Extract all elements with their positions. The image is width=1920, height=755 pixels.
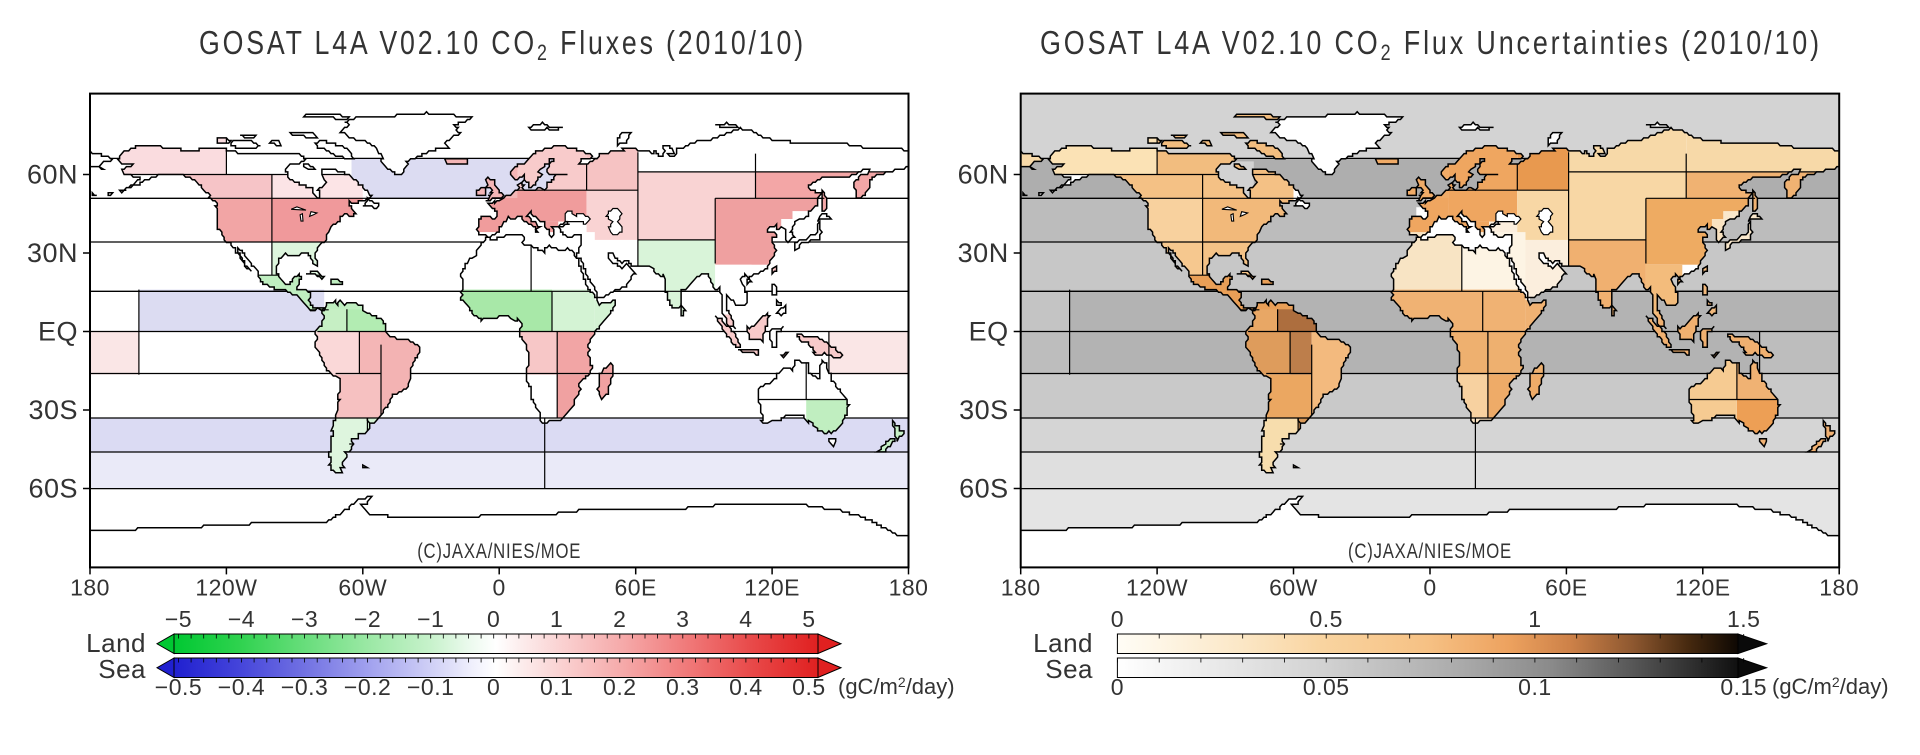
svg-text:0.1: 0.1: [540, 674, 573, 700]
svg-text:180: 180: [1001, 574, 1041, 600]
svg-text:120W: 120W: [195, 574, 257, 600]
svg-text:0.4: 0.4: [729, 674, 762, 700]
svg-text:−3: −3: [291, 606, 318, 632]
svg-text:1: 1: [550, 606, 563, 632]
svg-text:1: 1: [1528, 606, 1541, 632]
svg-text:0.3: 0.3: [666, 674, 699, 700]
svg-text:3: 3: [676, 606, 689, 632]
svg-text:180: 180: [889, 574, 929, 600]
svg-text:0.05: 0.05: [1303, 674, 1350, 700]
svg-text:GOSAT L4A V02.10 CO2 Fluxes (2: GOSAT L4A V02.10 CO2 Fluxes (2010/10): [199, 25, 806, 65]
svg-text:0.5: 0.5: [1309, 606, 1342, 632]
svg-text:5: 5: [802, 606, 815, 632]
svg-text:(gC/m2/day): (gC/m2/day): [838, 674, 955, 699]
svg-text:Land: Land: [1033, 628, 1093, 658]
svg-text:120E: 120E: [744, 574, 800, 600]
svg-text:Land: Land: [86, 628, 146, 658]
svg-text:60E: 60E: [1545, 574, 1587, 600]
svg-text:60E: 60E: [614, 574, 656, 600]
svg-text:60W: 60W: [1269, 574, 1318, 600]
svg-text:0: 0: [487, 606, 500, 632]
svg-text:−0.5: −0.5: [155, 674, 202, 700]
svg-text:180: 180: [1819, 574, 1859, 600]
svg-text:30N: 30N: [958, 238, 1009, 268]
svg-text:EQ: EQ: [969, 317, 1009, 347]
svg-text:(C)JAXA/NIES/MOE: (C)JAXA/NIES/MOE: [1348, 540, 1512, 563]
svg-text:60S: 60S: [959, 474, 1009, 504]
svg-text:GOSAT L4A V02.10 CO2 Flux Unce: GOSAT L4A V02.10 CO2 Flux Uncertainties …: [1040, 26, 1822, 66]
svg-text:−0.1: −0.1: [407, 674, 454, 700]
svg-text:−0.4: −0.4: [218, 674, 265, 700]
svg-text:EQ: EQ: [38, 317, 78, 347]
svg-text:4: 4: [739, 606, 752, 632]
svg-text:Sea: Sea: [98, 654, 146, 684]
svg-text:120W: 120W: [1126, 574, 1188, 600]
svg-text:(C)JAXA/NIES/MOE: (C)JAXA/NIES/MOE: [417, 540, 581, 563]
svg-text:2: 2: [613, 606, 626, 632]
svg-text:60N: 60N: [27, 160, 78, 190]
svg-text:(gC/m2/day): (gC/m2/day): [1772, 674, 1889, 699]
svg-text:0.15: 0.15: [1720, 674, 1767, 700]
svg-text:−2: −2: [354, 606, 381, 632]
svg-text:60S: 60S: [28, 474, 78, 504]
svg-text:0: 0: [493, 574, 506, 600]
svg-text:0: 0: [487, 674, 500, 700]
svg-text:1.5: 1.5: [1727, 606, 1760, 632]
svg-text:120E: 120E: [1675, 574, 1731, 600]
svg-text:30N: 30N: [27, 238, 78, 268]
svg-text:−5: −5: [165, 606, 192, 632]
svg-text:0: 0: [1423, 574, 1436, 600]
svg-text:Sea: Sea: [1045, 654, 1093, 684]
svg-text:60W: 60W: [338, 574, 387, 600]
svg-text:−0.2: −0.2: [344, 674, 391, 700]
svg-text:180: 180: [70, 574, 110, 600]
svg-text:30S: 30S: [28, 395, 78, 425]
svg-text:0: 0: [1111, 674, 1124, 700]
svg-text:60N: 60N: [958, 160, 1009, 190]
svg-text:−4: −4: [228, 606, 255, 632]
svg-text:0: 0: [1111, 606, 1124, 632]
svg-text:0.2: 0.2: [603, 674, 636, 700]
svg-text:30S: 30S: [959, 395, 1009, 425]
svg-text:0.1: 0.1: [1518, 674, 1551, 700]
svg-text:−1: −1: [417, 606, 444, 632]
svg-text:0.5: 0.5: [792, 674, 825, 700]
svg-text:−0.3: −0.3: [281, 674, 328, 700]
